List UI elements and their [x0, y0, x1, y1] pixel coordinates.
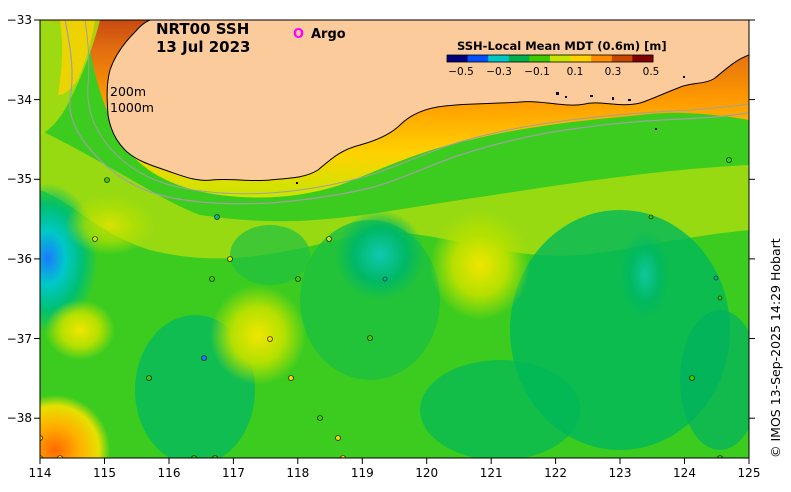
map-date: 13 Jul 2023 — [156, 38, 250, 56]
x-tick-label: 117 — [222, 466, 245, 480]
colorbar-cell — [570, 55, 592, 62]
x-axis — [39, 458, 750, 464]
colorbar-tick: 0.5 — [643, 66, 660, 78]
ssh-field — [40, 20, 749, 458]
x-tick-label: 122 — [544, 466, 567, 480]
x-tick-label: 121 — [480, 466, 503, 480]
y-tick-label: −34 — [7, 93, 32, 107]
x-tick-label: 125 — [738, 466, 761, 480]
isobath-1000m — [64, 20, 749, 205]
y-tick-label: −33 — [7, 13, 32, 27]
x-tick-label: 116 — [158, 466, 181, 480]
colorbar-cell — [508, 55, 530, 62]
x-tick-label: 123 — [609, 466, 632, 480]
colorbar-cell — [632, 55, 654, 62]
colorbar-tick: 0.3 — [605, 66, 622, 78]
isobath-200m — [84, 20, 749, 195]
x-tick-label: 120 — [415, 466, 438, 480]
y-axis — [34, 19, 755, 419]
colorbar-cell — [467, 55, 489, 62]
x-tick-label: 115 — [93, 466, 116, 480]
colorbar-cell — [591, 55, 613, 62]
y-tick-label: −35 — [7, 172, 32, 186]
map-title: NRT00 SSH — [156, 20, 249, 38]
imos-credit: © IMOS 13-Sep-2025 14:29 Hobart — [768, 238, 783, 458]
colorbar-cell — [529, 55, 551, 62]
colorbar-tick: 0.1 — [567, 66, 584, 78]
plot-border — [39, 19, 750, 459]
observation-points — [40, 157, 732, 458]
x-tick-label: 114 — [29, 466, 52, 480]
y-tick-label: −38 — [7, 411, 32, 425]
argo-marker-icon: O — [293, 27, 304, 42]
x-tick-label: 119 — [351, 466, 374, 480]
argo-label: Argo — [311, 27, 346, 42]
coastal-islands — [296, 76, 685, 184]
coastline — [106, 20, 749, 182]
colorbar-cell — [550, 55, 572, 62]
isobath-label-1000m: 1000m — [110, 100, 154, 115]
colorbar-tick: −0.5 — [448, 66, 474, 78]
colorbar-tick: −0.3 — [486, 66, 512, 78]
colorbar-cell — [488, 55, 510, 62]
colorbar-legend: SSH-Local Mean MDT (0.6m) [m] −0.5 −0.3 … — [446, 39, 667, 78]
x-tick-label: 124 — [673, 466, 696, 480]
isobath-label-200m: 200m — [110, 84, 146, 99]
y-tick-label: −37 — [7, 332, 32, 346]
x-tick-label: 118 — [286, 466, 309, 480]
colorbar-title: SSH-Local Mean MDT (0.6m) [m] — [457, 39, 667, 53]
colorbar — [447, 55, 654, 62]
colorbar-cell — [611, 55, 633, 62]
colorbar-tick: −0.1 — [524, 66, 550, 78]
y-tick-label: −36 — [7, 252, 32, 266]
colorbar-cell — [447, 55, 469, 62]
